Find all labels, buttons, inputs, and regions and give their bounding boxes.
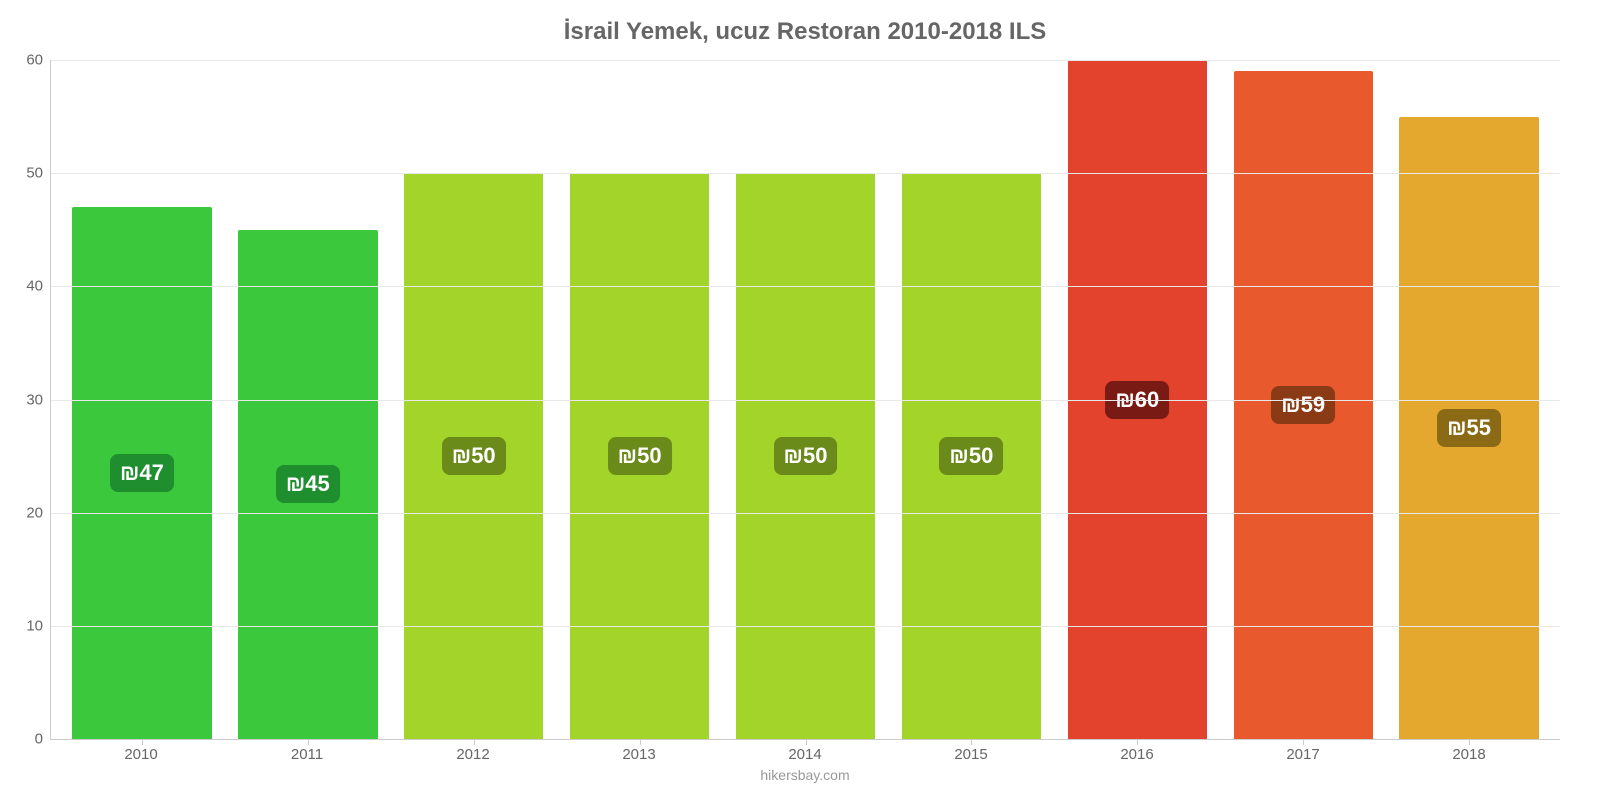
bar: ₪50 <box>736 173 875 739</box>
x-tick <box>971 739 972 745</box>
bar-value-badge: ₪59 <box>1271 386 1335 424</box>
bar: ₪50 <box>570 173 709 739</box>
y-tick-label: 60 <box>26 52 51 69</box>
x-tick <box>640 739 641 745</box>
y-tick-label: 10 <box>26 617 51 634</box>
x-tick-label: 2014 <box>722 746 888 763</box>
x-tick <box>1469 739 1470 745</box>
x-tick-label: 2011 <box>224 746 390 763</box>
y-tick-label: 40 <box>26 278 51 295</box>
bar-value-badge: ₪47 <box>110 454 174 492</box>
bar: ₪59 <box>1234 71 1373 739</box>
bar-value-badge: ₪50 <box>442 437 506 475</box>
x-tick-label: 2017 <box>1220 746 1386 763</box>
bar-value-badge: ₪55 <box>1437 409 1501 447</box>
gridline <box>51 60 1560 61</box>
gridline <box>51 626 1560 627</box>
bar: ₪50 <box>902 173 1041 739</box>
x-tick <box>474 739 475 745</box>
bar-value-badge: ₪45 <box>276 465 340 503</box>
x-tick <box>806 739 807 745</box>
x-tick-label: 2012 <box>390 746 556 763</box>
bar-value-badge: ₪50 <box>939 437 1003 475</box>
bar: ₪50 <box>404 173 543 739</box>
x-tick <box>1303 739 1304 745</box>
chart-container: İsrail Yemek, ucuz Restoran 2010-2018 IL… <box>0 0 1600 800</box>
gridline <box>51 513 1560 514</box>
bar: ₪55 <box>1399 117 1538 739</box>
x-tick-label: 2018 <box>1386 746 1552 763</box>
x-tick <box>142 739 143 745</box>
x-tick-label: 2016 <box>1054 746 1220 763</box>
bar-value-badge: ₪50 <box>608 437 672 475</box>
footer-credit: hikersbay.com <box>50 767 1560 783</box>
y-tick-label: 30 <box>26 391 51 408</box>
x-tick-label: 2010 <box>58 746 224 763</box>
y-tick-label: 0 <box>35 731 51 748</box>
x-tick <box>308 739 309 745</box>
bar: ₪45 <box>238 230 377 739</box>
gridline <box>51 173 1560 174</box>
bar-value-badge: ₪50 <box>774 437 838 475</box>
gridline <box>51 400 1560 401</box>
x-tick <box>1137 739 1138 745</box>
chart-title: İsrail Yemek, ucuz Restoran 2010-2018 IL… <box>50 18 1560 46</box>
y-tick-label: 50 <box>26 165 51 182</box>
x-tick-label: 2015 <box>888 746 1054 763</box>
plot-area: ₪47₪45₪50₪50₪50₪50₪60₪59₪55 010203040506… <box>50 60 1560 740</box>
y-tick-label: 20 <box>26 504 51 521</box>
gridline <box>51 286 1560 287</box>
x-tick-label: 2013 <box>556 746 722 763</box>
